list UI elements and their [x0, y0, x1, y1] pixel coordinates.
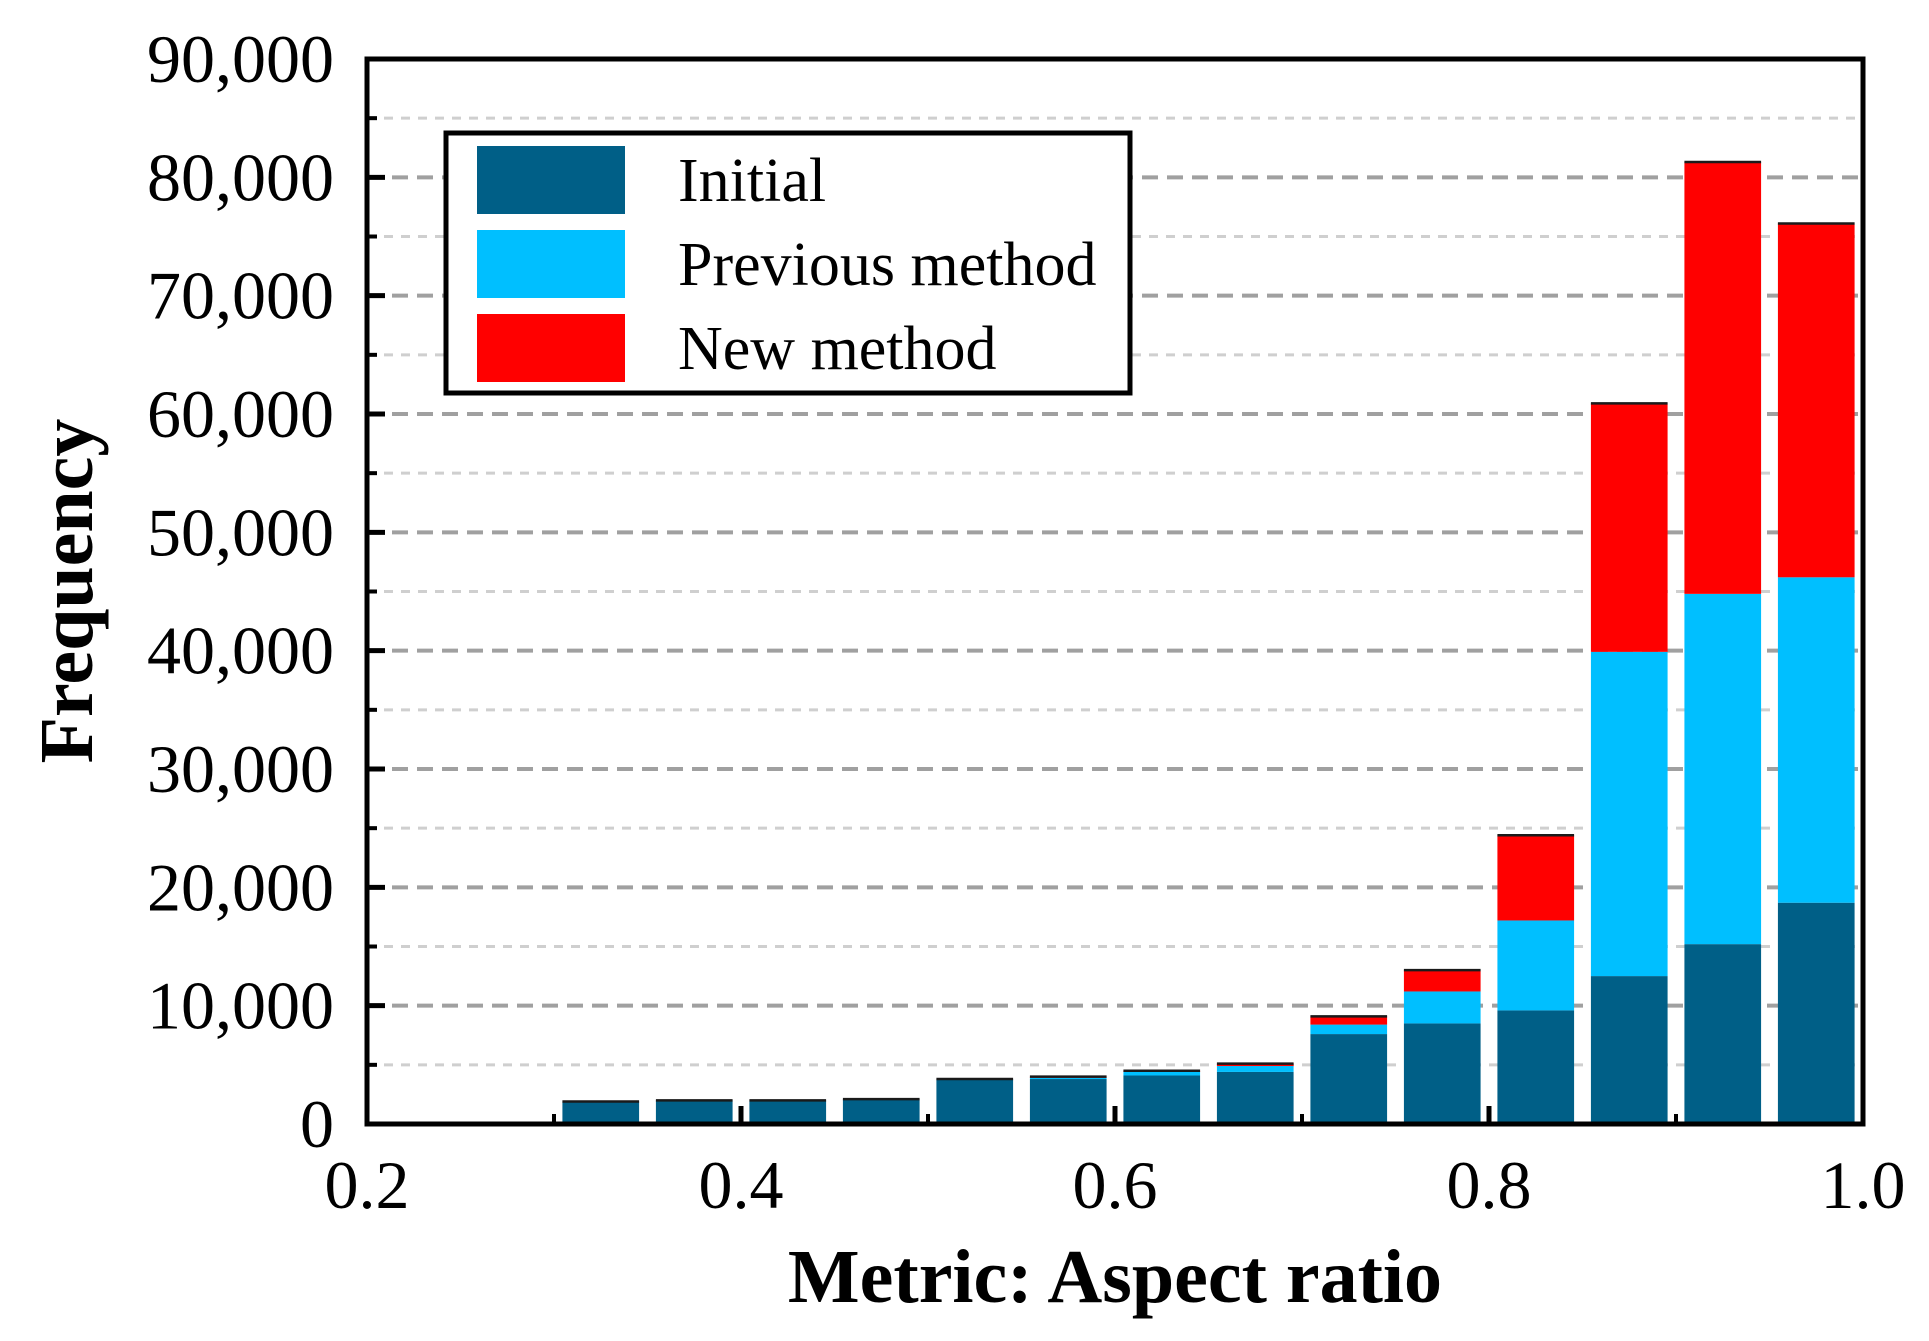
bar-initial: [1216, 1071, 1294, 1124]
bar-new-method: [1684, 161, 1762, 594]
legend-swatch: [477, 314, 625, 382]
bar-previous-method: [1123, 1071, 1201, 1076]
legend-label: Initial: [678, 147, 826, 215]
x-axis-title: Metric: Aspect ratio: [788, 1235, 1442, 1319]
y-tick-label: 70,000: [147, 258, 334, 334]
y-axis-tick-labels: 0 10,000 20,000 30,000 40,000 50,000 60,000 70,…: [147, 21, 334, 1162]
bar-initial: [842, 1099, 920, 1124]
y-tick-label: 90,000: [147, 21, 334, 97]
bar-previous-method: [1684, 593, 1762, 945]
x-tick-label: 0.2: [325, 1147, 410, 1223]
y-tick-label: 20,000: [147, 849, 334, 925]
bar-previous-method: [1310, 1024, 1388, 1035]
x-axis-tick-labels: 0.2 0.4 0.6 0.8 1.0: [325, 1147, 1906, 1223]
bar-previous-method: [1777, 577, 1855, 903]
legend: Initial Previous method New method: [443, 130, 1133, 396]
bar-new-method: [1590, 403, 1668, 652]
legend-swatch: [477, 146, 625, 214]
axis-ticks: [364, 56, 1866, 1127]
bar-initial: [1029, 1079, 1107, 1124]
y-axis-title: Frequency: [25, 419, 109, 764]
y-tick-label: 10,000: [147, 968, 334, 1044]
bars: [562, 160, 1855, 1124]
y-tick-label: 60,000: [147, 376, 334, 452]
bar-previous-method: [1216, 1066, 1294, 1072]
bar-new-method: [1403, 970, 1481, 992]
bar-initial: [749, 1100, 827, 1124]
bar-initial: [936, 1079, 1014, 1124]
y-tick-label: 50,000: [147, 494, 334, 570]
legend-label: New method: [678, 315, 997, 383]
bar-previous-method: [1497, 920, 1575, 1011]
legend-swatch: [477, 230, 625, 298]
bar-previous-method: [1403, 991, 1481, 1024]
bar-new-method: [1777, 223, 1855, 578]
y-tick-label: 80,000: [147, 139, 334, 215]
bar-initial: [1777, 902, 1855, 1124]
x-tick-label: 0.8: [1447, 1147, 1532, 1223]
bar-new-method: [1310, 1016, 1388, 1025]
x-tick-label: 1.0: [1821, 1147, 1906, 1223]
x-tick-label: 0.4: [699, 1147, 784, 1223]
y-tick-label: 0: [300, 1086, 334, 1162]
y-tick-label: 30,000: [147, 731, 334, 807]
bar-initial: [1123, 1075, 1201, 1124]
bar-initial: [655, 1100, 733, 1124]
bar-initial: [1590, 976, 1668, 1124]
bar-initial: [1310, 1034, 1388, 1124]
bar-previous-method: [1590, 651, 1668, 977]
legend-label: Previous method: [678, 231, 1096, 299]
x-tick-label: 0.6: [1073, 1147, 1158, 1223]
y-tick-label: 40,000: [147, 613, 334, 689]
bar-new-method: [1497, 835, 1575, 921]
bar-initial: [1403, 1023, 1481, 1124]
bar-previous-method: [1029, 1077, 1107, 1080]
bar-initial: [1497, 1010, 1575, 1124]
bar-initial: [1684, 944, 1762, 1124]
bar-initial: [562, 1101, 640, 1124]
